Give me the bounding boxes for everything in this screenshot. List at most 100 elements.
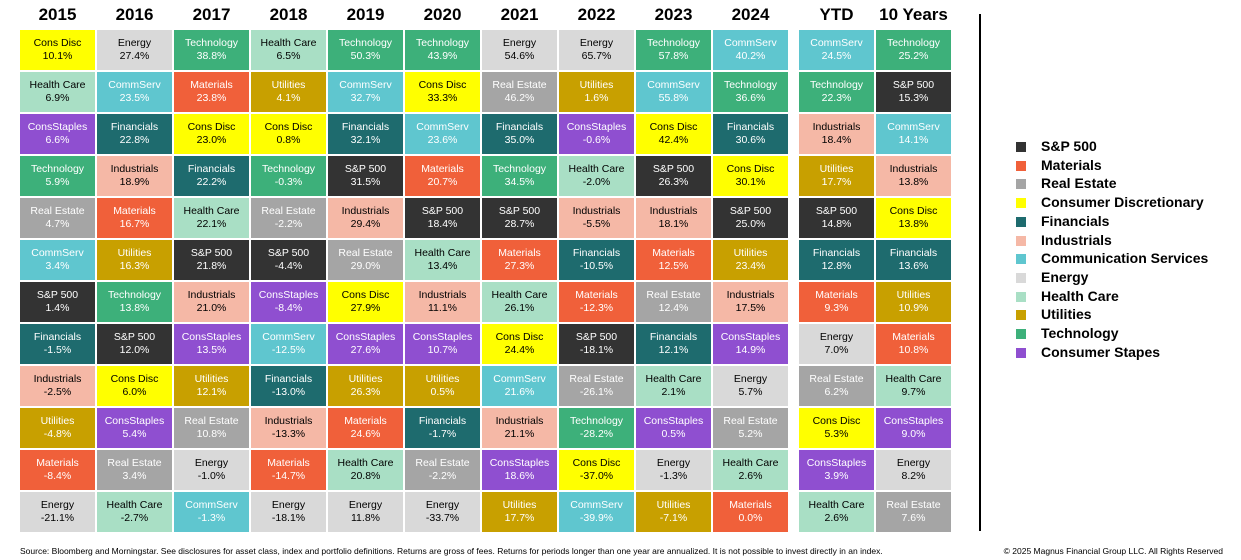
return-value: 21.8% bbox=[196, 260, 227, 272]
return-cell: ConsStaples 18.6% bbox=[482, 450, 557, 490]
return-value: 26.3% bbox=[350, 386, 381, 398]
sector-name: Energy bbox=[579, 37, 614, 49]
return-value: -0.3% bbox=[274, 176, 303, 188]
sector-name: Cons Disc bbox=[649, 121, 698, 133]
return-value: 23.8% bbox=[196, 92, 227, 104]
sector-name: Health Care bbox=[29, 79, 86, 91]
legend-swatch bbox=[1016, 216, 1026, 227]
sector-name: Health Care bbox=[568, 163, 625, 175]
return-value: 24.4% bbox=[504, 344, 535, 356]
sector-name: Real Estate bbox=[646, 289, 701, 301]
sector-name: Energy bbox=[502, 37, 537, 49]
return-value: 13.8% bbox=[898, 218, 929, 230]
sector-name: Materials bbox=[113, 205, 156, 217]
sector-name: Industrials bbox=[187, 289, 236, 301]
return-value: 10.9% bbox=[898, 302, 929, 314]
return-value: 27.6% bbox=[350, 344, 381, 356]
return-cell: ConsStaples -8.4% bbox=[251, 282, 326, 322]
sector-name: Technology bbox=[184, 37, 239, 49]
return-value: 8.2% bbox=[901, 470, 926, 482]
return-value: -28.2% bbox=[579, 428, 614, 440]
return-value: 23.0% bbox=[196, 134, 227, 146]
return-cell: CommServ 32.7% bbox=[328, 72, 403, 112]
sector-name: Energy bbox=[271, 499, 306, 511]
return-cell: S&P 500 1.4% bbox=[20, 282, 95, 322]
sector-name: Energy bbox=[656, 457, 691, 469]
sector-name: ConsStaples bbox=[104, 415, 165, 427]
sector-name: S&P 500 bbox=[36, 289, 79, 301]
sector-name: Cons Disc bbox=[341, 289, 390, 301]
column-header: 2019 bbox=[346, 5, 385, 24]
column-header: 2015 bbox=[38, 5, 77, 24]
return-cell: S&P 500 31.5% bbox=[328, 156, 403, 196]
sector-name: Technology bbox=[646, 37, 701, 49]
return-cell: Materials -12.3% bbox=[559, 282, 634, 322]
return-cell: Industrials -13.3% bbox=[251, 408, 326, 448]
column-header: 2020 bbox=[423, 5, 462, 24]
sector-name: S&P 500 bbox=[652, 163, 695, 175]
return-cell: Health Care 6.5% bbox=[251, 30, 326, 70]
sector-name: S&P 500 bbox=[729, 205, 772, 217]
return-cell: CommServ 23.6% bbox=[405, 114, 480, 154]
return-value: 6.2% bbox=[824, 386, 849, 398]
return-cell: Utilities 4.1% bbox=[251, 72, 326, 112]
sector-name: Cons Disc bbox=[418, 79, 467, 91]
return-cell: Industrials 18.4% bbox=[799, 114, 874, 154]
return-cell: Real Estate 7.6% bbox=[876, 492, 951, 532]
return-cell: Financials 12.8% bbox=[799, 240, 874, 280]
return-value: 13.8% bbox=[119, 302, 150, 314]
sector-name: Real Estate bbox=[261, 205, 316, 217]
return-cell: Industrials 18.9% bbox=[97, 156, 172, 196]
sector-name: Materials bbox=[36, 457, 79, 469]
return-value: -39.9% bbox=[579, 512, 614, 524]
sector-name: Financials bbox=[572, 247, 621, 259]
return-value: -13.3% bbox=[271, 428, 306, 440]
return-cell: Materials 9.3% bbox=[799, 282, 874, 322]
return-cell: Cons Disc 24.4% bbox=[482, 324, 557, 364]
column-header: 2024 bbox=[731, 5, 770, 24]
sector-name: CommServ bbox=[493, 373, 546, 385]
sector-name: CommServ bbox=[108, 79, 161, 91]
return-value: 23.6% bbox=[427, 134, 458, 146]
return-value: 13.6% bbox=[898, 260, 929, 272]
sector-name: Financials bbox=[418, 415, 467, 427]
return-cell: Technology 57.8% bbox=[636, 30, 711, 70]
return-value: 30.6% bbox=[735, 134, 766, 146]
return-cell: Cons Disc 33.3% bbox=[405, 72, 480, 112]
sector-name: S&P 500 bbox=[892, 79, 935, 91]
return-cell: Materials -8.4% bbox=[20, 450, 95, 490]
legend-swatch bbox=[1016, 235, 1026, 246]
sector-name: ConsStaples bbox=[335, 331, 396, 343]
return-cell: Financials 35.0% bbox=[482, 114, 557, 154]
sector-name: Health Care bbox=[260, 37, 317, 49]
legend-label: Technology bbox=[1041, 325, 1119, 341]
return-cell: Energy -1.0% bbox=[174, 450, 249, 490]
return-cell: Materials 12.5% bbox=[636, 240, 711, 280]
return-cell: Financials 22.8% bbox=[97, 114, 172, 154]
return-cell: Industrials 21.1% bbox=[482, 408, 557, 448]
column-header: 2021 bbox=[500, 5, 539, 24]
return-cell: Utilities 23.4% bbox=[713, 240, 788, 280]
sector-name: Financials bbox=[726, 121, 775, 133]
sector-name: Cons Disc bbox=[572, 457, 621, 469]
return-value: 33.3% bbox=[427, 92, 458, 104]
return-value: 57.8% bbox=[658, 50, 689, 62]
return-value: 12.5% bbox=[658, 260, 689, 272]
return-value: 21.6% bbox=[504, 386, 535, 398]
sector-name: S&P 500 bbox=[344, 163, 387, 175]
sector-name: Industrials bbox=[812, 121, 861, 133]
return-value: -1.3% bbox=[659, 470, 688, 482]
return-value: 24.6% bbox=[350, 428, 381, 440]
sector-name: Utilities bbox=[425, 373, 460, 385]
return-cell: Real Estate 3.4% bbox=[97, 450, 172, 490]
sector-name: Cons Disc bbox=[495, 331, 544, 343]
sector-name: Energy bbox=[896, 457, 931, 469]
sector-name: Real Estate bbox=[809, 373, 864, 385]
sector-name: Health Care bbox=[183, 205, 240, 217]
return-cell: Technology 25.2% bbox=[876, 30, 951, 70]
sector-name: Utilities bbox=[194, 373, 229, 385]
return-cell: Technology 43.9% bbox=[405, 30, 480, 70]
return-cell: Real Estate -26.1% bbox=[559, 366, 634, 406]
return-value: 23.5% bbox=[119, 92, 150, 104]
return-cell: Cons Disc 23.0% bbox=[174, 114, 249, 154]
